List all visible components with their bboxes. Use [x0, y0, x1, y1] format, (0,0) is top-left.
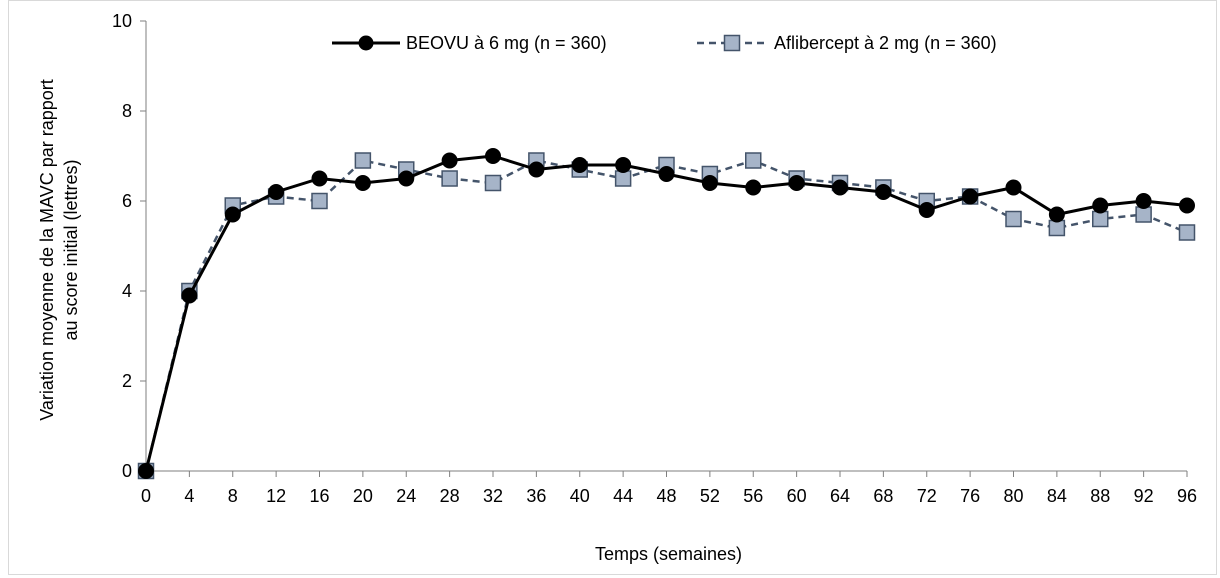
data-point-beovu	[962, 188, 979, 205]
data-point-beovu	[311, 170, 328, 187]
data-point-aflibercept	[614, 170, 632, 187]
data-point-aflibercept	[745, 152, 762, 169]
data-point-beovu	[1048, 206, 1065, 223]
data-point-beovu	[571, 157, 588, 173]
x-tick-label: 96	[1177, 486, 1197, 506]
y-axis-title-line-1: Variation moyenne de la MAVC par rapport	[37, 79, 57, 421]
x-tick-label: 0	[141, 486, 151, 506]
x-tick-label: 60	[787, 486, 807, 506]
data-point-beovu	[441, 152, 458, 169]
data-point-aflibercept	[1005, 210, 1022, 228]
data-point-beovu	[1092, 197, 1109, 214]
x-tick-label: 76	[960, 486, 980, 506]
data-point-beovu	[354, 175, 371, 191]
legend-marker-aflibercept	[723, 34, 741, 52]
x-tick-label: 12	[266, 486, 286, 506]
data-point-aflibercept	[1135, 206, 1152, 223]
data-point-beovu	[788, 175, 805, 191]
data-point-beovu	[701, 175, 718, 191]
x-tick-label: 64	[830, 486, 850, 506]
x-axis-title: Temps (semaines)	[595, 544, 742, 564]
y-tick-label: 4	[122, 281, 132, 301]
data-point-aflibercept	[1092, 210, 1109, 228]
x-tick-label: 32	[483, 486, 503, 506]
data-point-beovu	[1179, 197, 1195, 214]
y-tick-label: 8	[122, 101, 132, 121]
x-tick-label: 8	[228, 486, 238, 506]
y-tick-label: 6	[122, 191, 132, 211]
x-tick-label: 28	[440, 486, 460, 506]
x-tick-label: 44	[613, 486, 633, 506]
y-tick-label: 10	[112, 11, 132, 31]
data-point-beovu	[224, 206, 241, 223]
data-point-beovu	[138, 463, 154, 479]
x-tick-label: 88	[1090, 486, 1110, 506]
series-line-beovu	[144, 154, 1188, 472]
legend-marker-beovu	[358, 35, 374, 51]
series-line-aflibercept	[144, 159, 1188, 472]
x-tick-label: 4	[184, 486, 194, 506]
x-tick-label: 72	[917, 486, 937, 506]
data-point-beovu	[398, 170, 415, 187]
x-tick-label: 36	[526, 486, 546, 506]
data-point-aflibercept	[484, 174, 502, 192]
y-axis-title-line-2: au score initial (lettres)	[61, 159, 81, 340]
y-tick-label: 2	[122, 371, 132, 391]
data-point-aflibercept	[311, 192, 328, 210]
data-point-beovu	[528, 161, 545, 178]
data-point-beovu	[1135, 193, 1152, 209]
x-tick-label: 16	[309, 486, 329, 506]
chart-frame	[8, 0, 1217, 575]
data-point-aflibercept	[354, 152, 372, 169]
x-tick-label: 20	[353, 486, 373, 506]
x-tick-label: 48	[656, 486, 676, 506]
x-tick-label: 52	[700, 486, 720, 506]
data-point-beovu	[832, 179, 848, 196]
data-point-aflibercept	[1178, 224, 1196, 241]
x-tick-label: 92	[1134, 486, 1154, 506]
data-point-beovu	[875, 184, 892, 200]
data-point-beovu	[181, 287, 198, 304]
data-point-aflibercept	[1048, 219, 1066, 237]
data-point-beovu	[615, 157, 632, 173]
data-point-beovu	[745, 179, 762, 196]
y-tick-label: 0	[122, 461, 132, 481]
data-point-beovu	[658, 166, 675, 182]
x-tick-label: 68	[873, 486, 893, 506]
x-tick-label: 80	[1003, 486, 1023, 506]
data-point-beovu	[1005, 179, 1022, 196]
legend-label-aflibercept: Aflibercept à 2 mg (n = 360)	[774, 33, 997, 53]
x-tick-label: 84	[1047, 486, 1067, 506]
legend-label-beovu: BEOVU à 6 mg (n = 360)	[406, 33, 607, 53]
data-point-beovu	[485, 148, 501, 164]
x-tick-label: 40	[570, 486, 590, 506]
x-tick-label: 24	[396, 486, 416, 506]
data-point-beovu	[268, 184, 285, 200]
data-point-aflibercept	[441, 170, 458, 187]
x-tick-label: 56	[743, 486, 763, 506]
data-point-beovu	[918, 202, 935, 218]
